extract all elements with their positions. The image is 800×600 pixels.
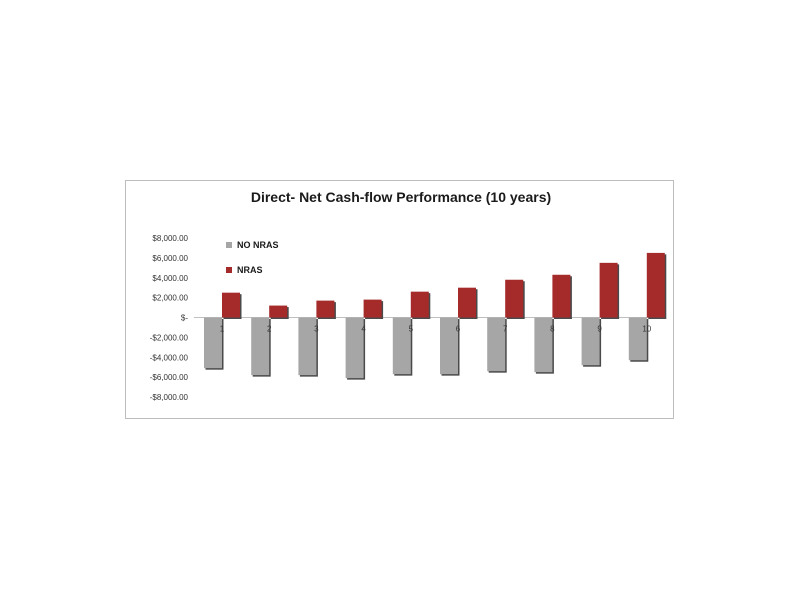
x-tick-label: 3 [314, 325, 319, 334]
bar-nras [363, 299, 382, 318]
bars [204, 252, 667, 380]
x-tick-label: 2 [267, 325, 272, 334]
bar-nras [410, 291, 429, 318]
legend: NO NRAS NRAS [226, 240, 279, 275]
x-tick-label: 5 [409, 325, 414, 334]
y-tick-label: $6,000.00 [152, 254, 188, 263]
x-tick-label: 1 [220, 325, 225, 334]
x-tick-label: 6 [456, 325, 461, 334]
chart-frame: Direct- Net Cash-flow Performance (10 ye… [125, 180, 674, 419]
bar-no-nras [345, 317, 364, 379]
y-tick-label: -$4,000.00 [150, 353, 189, 362]
x-tick-label: 4 [361, 325, 366, 334]
y-tick-label: $- [181, 314, 188, 323]
x-tick-label: 9 [597, 325, 602, 334]
legend-swatch [226, 267, 232, 273]
legend-label: NO NRAS [237, 240, 279, 250]
legend-label: NRAS [237, 265, 263, 275]
bar-no-nras [298, 317, 317, 376]
bar-chart: Direct- Net Cash-flow Performance (10 ye… [150, 189, 667, 402]
legend-swatch [226, 242, 232, 248]
bar-nras [222, 292, 240, 318]
y-tick-label: -$2,000.00 [150, 333, 189, 342]
bar-nras [269, 305, 288, 318]
bar-nras [458, 287, 476, 318]
y-tick-label: $8,000.00 [152, 234, 188, 243]
x-tick-label: 7 [503, 325, 508, 334]
bar-no-nras [251, 317, 270, 376]
bar-no-nras [534, 317, 553, 373]
bar-nras [505, 279, 524, 318]
bar-no-nras [487, 317, 506, 372]
y-tick-label: $2,000.00 [152, 294, 188, 303]
y-tick-label: -$6,000.00 [150, 373, 189, 382]
bar-no-nras [581, 317, 600, 366]
bar-no-nras [440, 317, 458, 375]
y-tick-label: -$8,000.00 [150, 393, 189, 402]
x-tick-label: 10 [642, 325, 651, 334]
bar-no-nras [204, 317, 222, 369]
bar-nras [552, 274, 571, 318]
chart-title: Direct- Net Cash-flow Performance (10 ye… [251, 189, 551, 205]
bar-nras [316, 300, 335, 318]
x-tick-label: 8 [550, 325, 555, 334]
x-axis: 1 2 3 4 5 6 7 8 9 10 [220, 325, 652, 334]
y-tick-label: $4,000.00 [152, 274, 188, 283]
bar-nras [646, 252, 665, 318]
bar-nras [599, 262, 618, 318]
bar-no-nras [392, 317, 411, 375]
bar-no-nras [628, 317, 647, 361]
